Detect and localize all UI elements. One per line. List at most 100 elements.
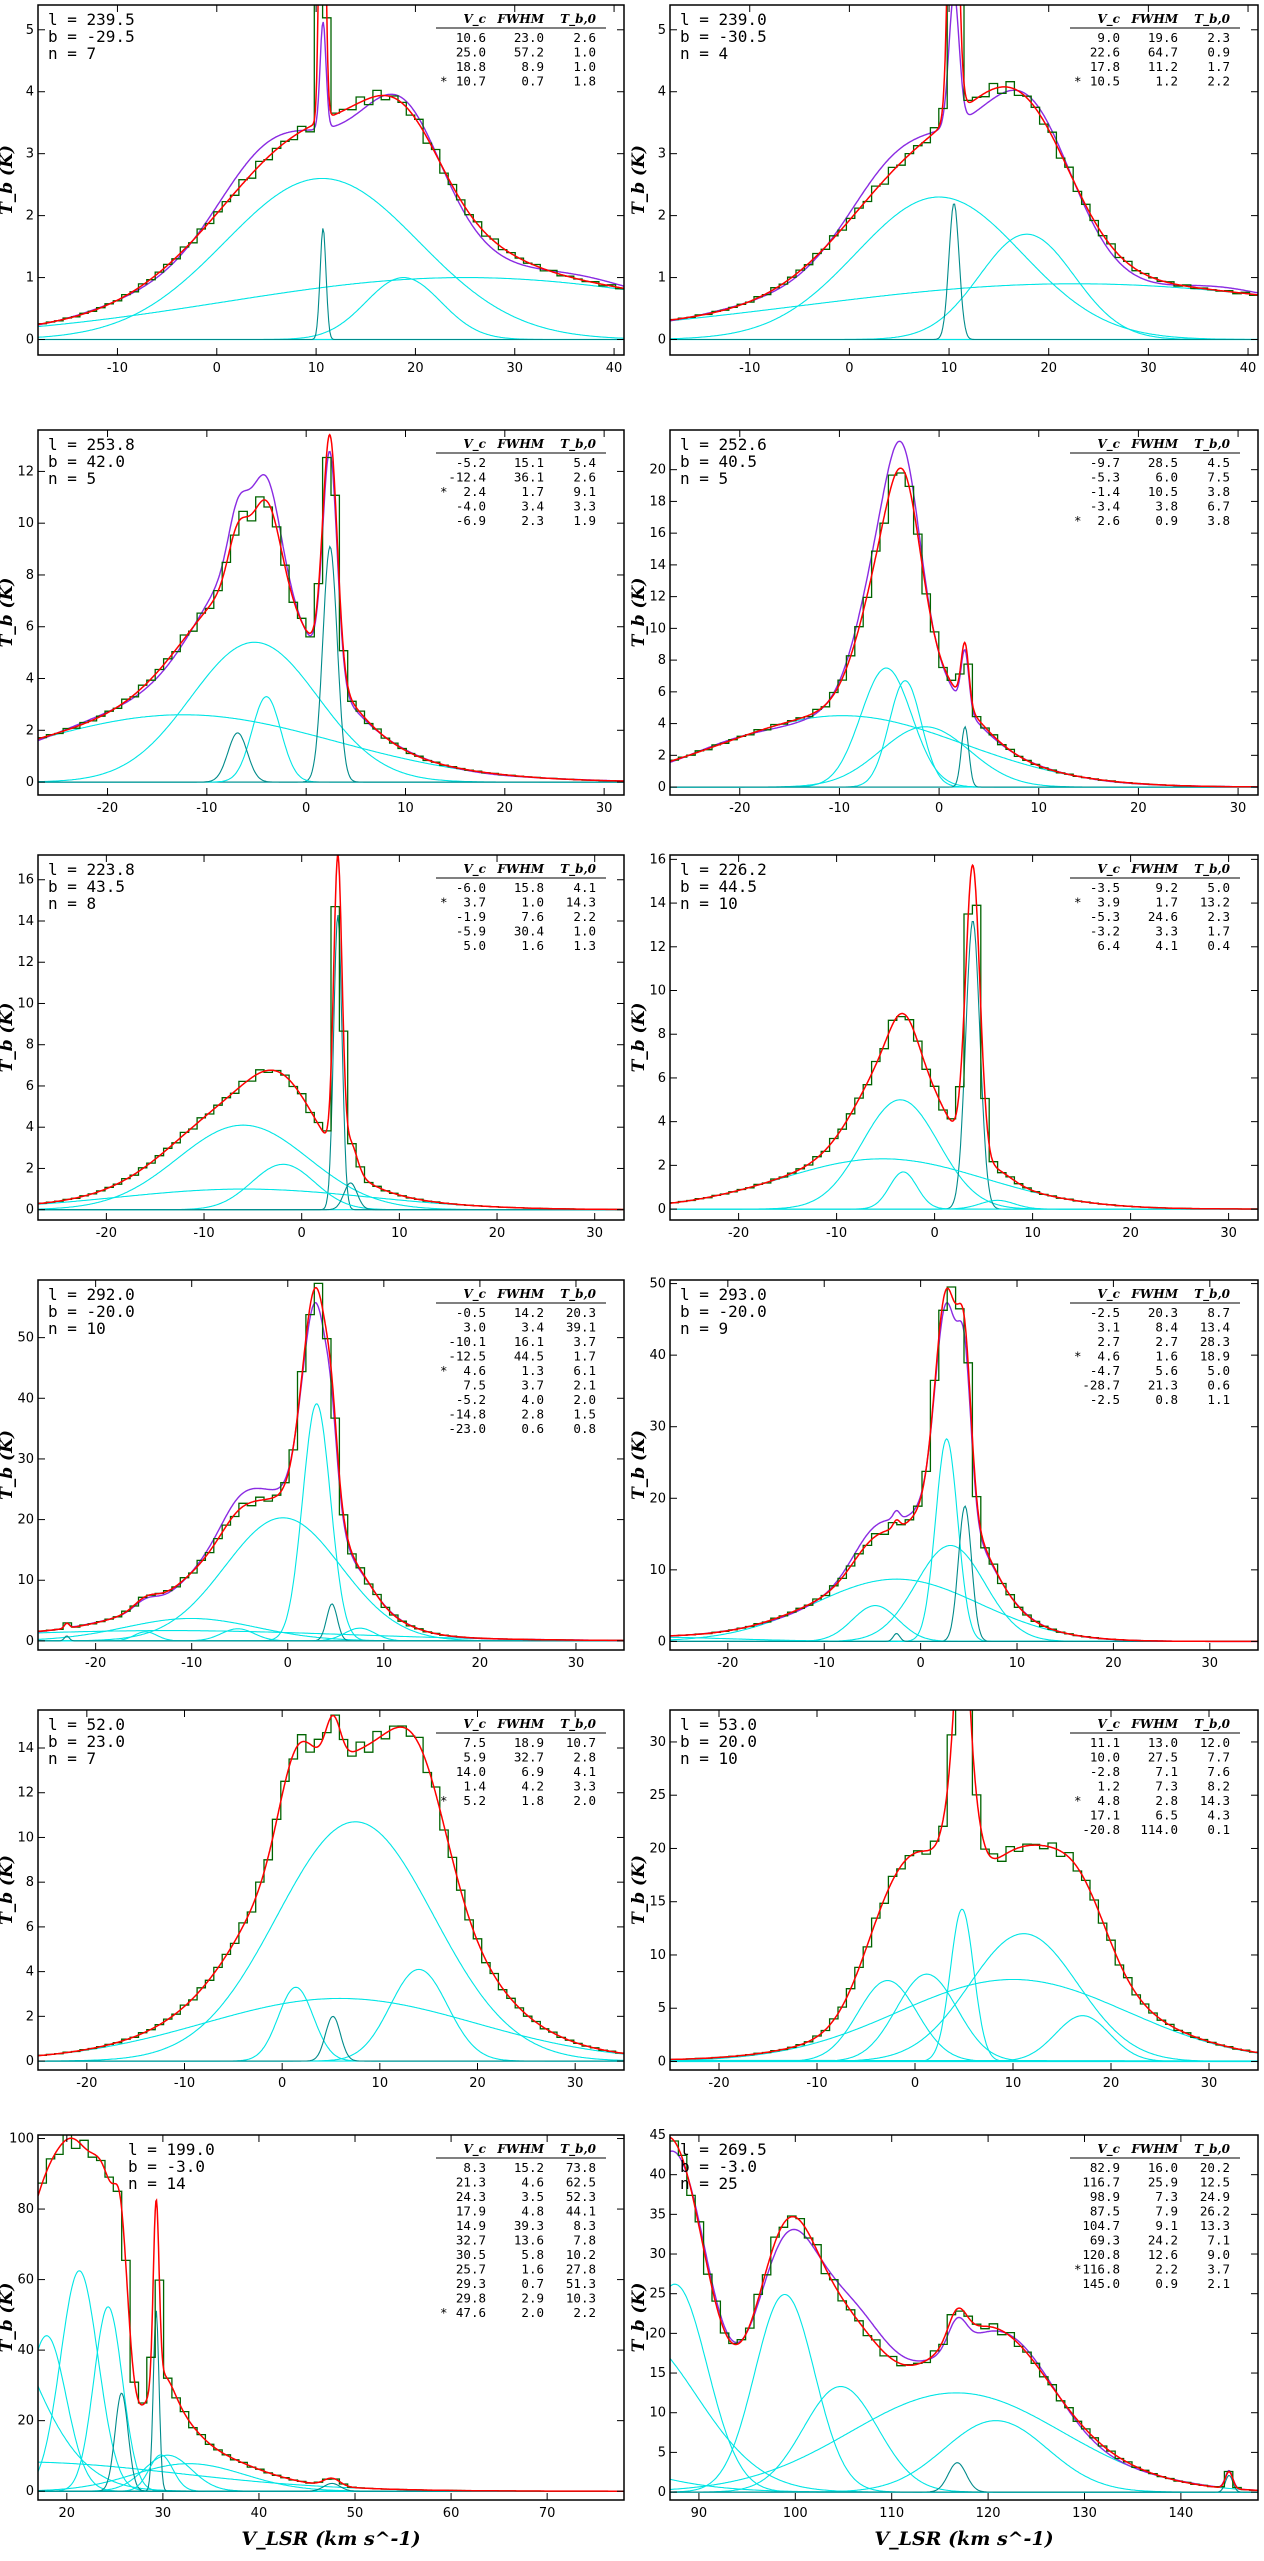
y-tick-label: 20 [649,463,666,478]
cell-vc: -3.4 [1090,499,1120,514]
header-tb: T_b,0 [1194,1717,1230,1732]
cell-vc: 120.8 [1082,2247,1120,2262]
galactic-latitude: b = 20.0 [680,1732,757,1751]
cell-vc: 11.1 [1090,1735,1120,1750]
x-tick-label: 90 [691,2506,708,2521]
galactic-latitude: b = 23.0 [48,1732,125,1751]
gaussian-component-5 [670,1908,1258,2063]
cell-vc: 2.4 [463,484,486,499]
gaussian-component-3 [38,2306,624,2492]
cell-fwhm: 2.3 [521,513,544,528]
y-tick-label: 50 [17,1331,34,1346]
header-vc: V_c [463,12,486,27]
cell-fwhm: 4.6 [521,2175,544,2190]
cell-tb: 2.2 [573,909,596,924]
galactic-latitude: b = -20.0 [680,1302,767,1321]
x-tick-label: 0 [916,1656,924,1671]
fit-parameter-table: V_c FWHM T_b,0 -3.5 9.2 5.0 * 3.9 1.7 13.2 -5.3 24.… [1070,862,1240,953]
cell-vc: -14.8 [448,1407,486,1422]
model-fit [38,1714,624,2057]
cell-tb: 6.1 [573,1363,596,1378]
cell-vc: -3.5 [1090,880,1120,895]
x-tick-label: -10 [826,1226,847,1241]
cell-fwhm: 1.7 [521,484,544,499]
spectrum-panel-12: 90 100 110 120 130 140 0 5 10 15 20 25 30 35 40 45 T_b (… [629,2128,1259,2550]
gaussian-component-2 [38,1997,624,2057]
x-tick-label: -10 [107,361,128,376]
cell-fwhm: 6.5 [1155,1808,1178,1823]
x-tick-label: 10 [1005,2076,1022,2091]
gaussian-component-3 [670,726,1258,788]
cell-tb: 1.0 [573,924,596,939]
cell-vc: -12.5 [448,1349,486,1364]
cell-vc: -5.2 [456,455,486,470]
x-tick-label: 0 [845,361,853,376]
galactic-longitude: l = 292.0 [48,1285,135,1304]
cell-fwhm: 21.3 [1148,1378,1178,1393]
y-tick-label: 4 [658,85,666,100]
cell-vc: 25.7 [456,2262,486,2277]
cell-tb: 2.3 [1207,30,1230,45]
cell-fwhm: 3.7 [521,1378,544,1393]
x-tick-label: -10 [814,1656,835,1671]
gaussian-component-7 [670,2059,1258,2062]
narrow-marker: * [1074,74,1082,89]
cell-fwhm: 7.1 [1155,1764,1178,1779]
plot-area [38,2135,624,2492]
x-tick-label: 10 [372,2076,389,2091]
y-tick-label: 6 [26,1079,34,1094]
cell-vc: 29.8 [456,2291,486,2306]
cell-tb: 2.1 [1207,2276,1230,2291]
cell-fwhm: 30.4 [514,924,544,939]
component-count: n = 5 [48,469,96,488]
plot-area [670,1710,1258,2063]
cell-tb: 51.3 [566,2276,596,2291]
cell-fwhm: 114.0 [1140,1822,1178,1837]
gaussian-component-2 [38,714,624,782]
x-tick-label: 10 [397,801,414,816]
cell-vc: 5.9 [463,1750,486,1765]
y-tick-label: 20 [649,2326,666,2341]
x-tick-label: 30 [567,2076,584,2091]
galactic-longitude: l = 239.5 [48,10,135,29]
cell-tb: 13.3 [1200,2218,1230,2233]
x-tick-label: 20 [407,361,424,376]
y-tick-label: 45 [649,2128,666,2143]
y-tick-label: 14 [649,558,666,573]
galactic-longitude: l = 269.5 [680,2140,767,2159]
cell-tb: 26.2 [1200,2204,1230,2219]
model-fit [38,855,624,1211]
cell-fwhm: 1.8 [521,1793,544,1808]
gaussian-component-1 [38,1517,624,1642]
cell-tb: 3.3 [573,1779,596,1794]
narrow-marker: * [440,484,448,499]
component-count: n = 7 [48,44,96,63]
cell-tb: 1.7 [1207,924,1230,939]
header-fwhm: FWHM [496,12,544,26]
cell-tb: 7.7 [1207,1750,1230,1765]
cell-vc: 145.0 [1082,2276,1120,2291]
galactic-latitude: b = -3.0 [680,2157,757,2176]
cell-fwhm: 27.5 [1148,1750,1178,1765]
component-count: n = 25 [680,2174,738,2193]
gaussian-component-2 [670,1978,1258,2062]
coordinates-info: l = 239.5b = -29.5n = 7 [48,10,135,63]
galactic-latitude: b = 42.0 [48,452,125,471]
y-axis-label: T_b (K) [629,2283,649,2353]
cell-vc: 3.0 [463,1320,486,1335]
cell-fwhm: 1.6 [1155,1349,1178,1364]
cell-vc: 2.7 [1097,1334,1120,1349]
galactic-longitude: l = 293.0 [680,1285,767,1304]
spectrum-panel-5: -20 -10 0 10 20 30 0 2 4 6 8 10 12 14 16 T_b (K) l = 223… [0,854,625,1241]
y-axis-label: T_b (K) [629,1003,649,1073]
cell-vc: -4.7 [1090,1363,1120,1378]
x-tick-label: 0 [298,1226,306,1241]
cell-vc: 6.4 [1097,938,1120,953]
y-tick-label: 60 [17,2273,34,2288]
y-tick-label: 2 [26,1161,34,1176]
header-vc: V_c [1097,437,1120,452]
x-tick-label: 30 [1140,361,1157,376]
y-tick-label: 40 [17,2343,34,2358]
coordinates-info: l = 252.6b = 40.5n = 5 [680,435,767,488]
cell-vc: -5.9 [456,924,486,939]
